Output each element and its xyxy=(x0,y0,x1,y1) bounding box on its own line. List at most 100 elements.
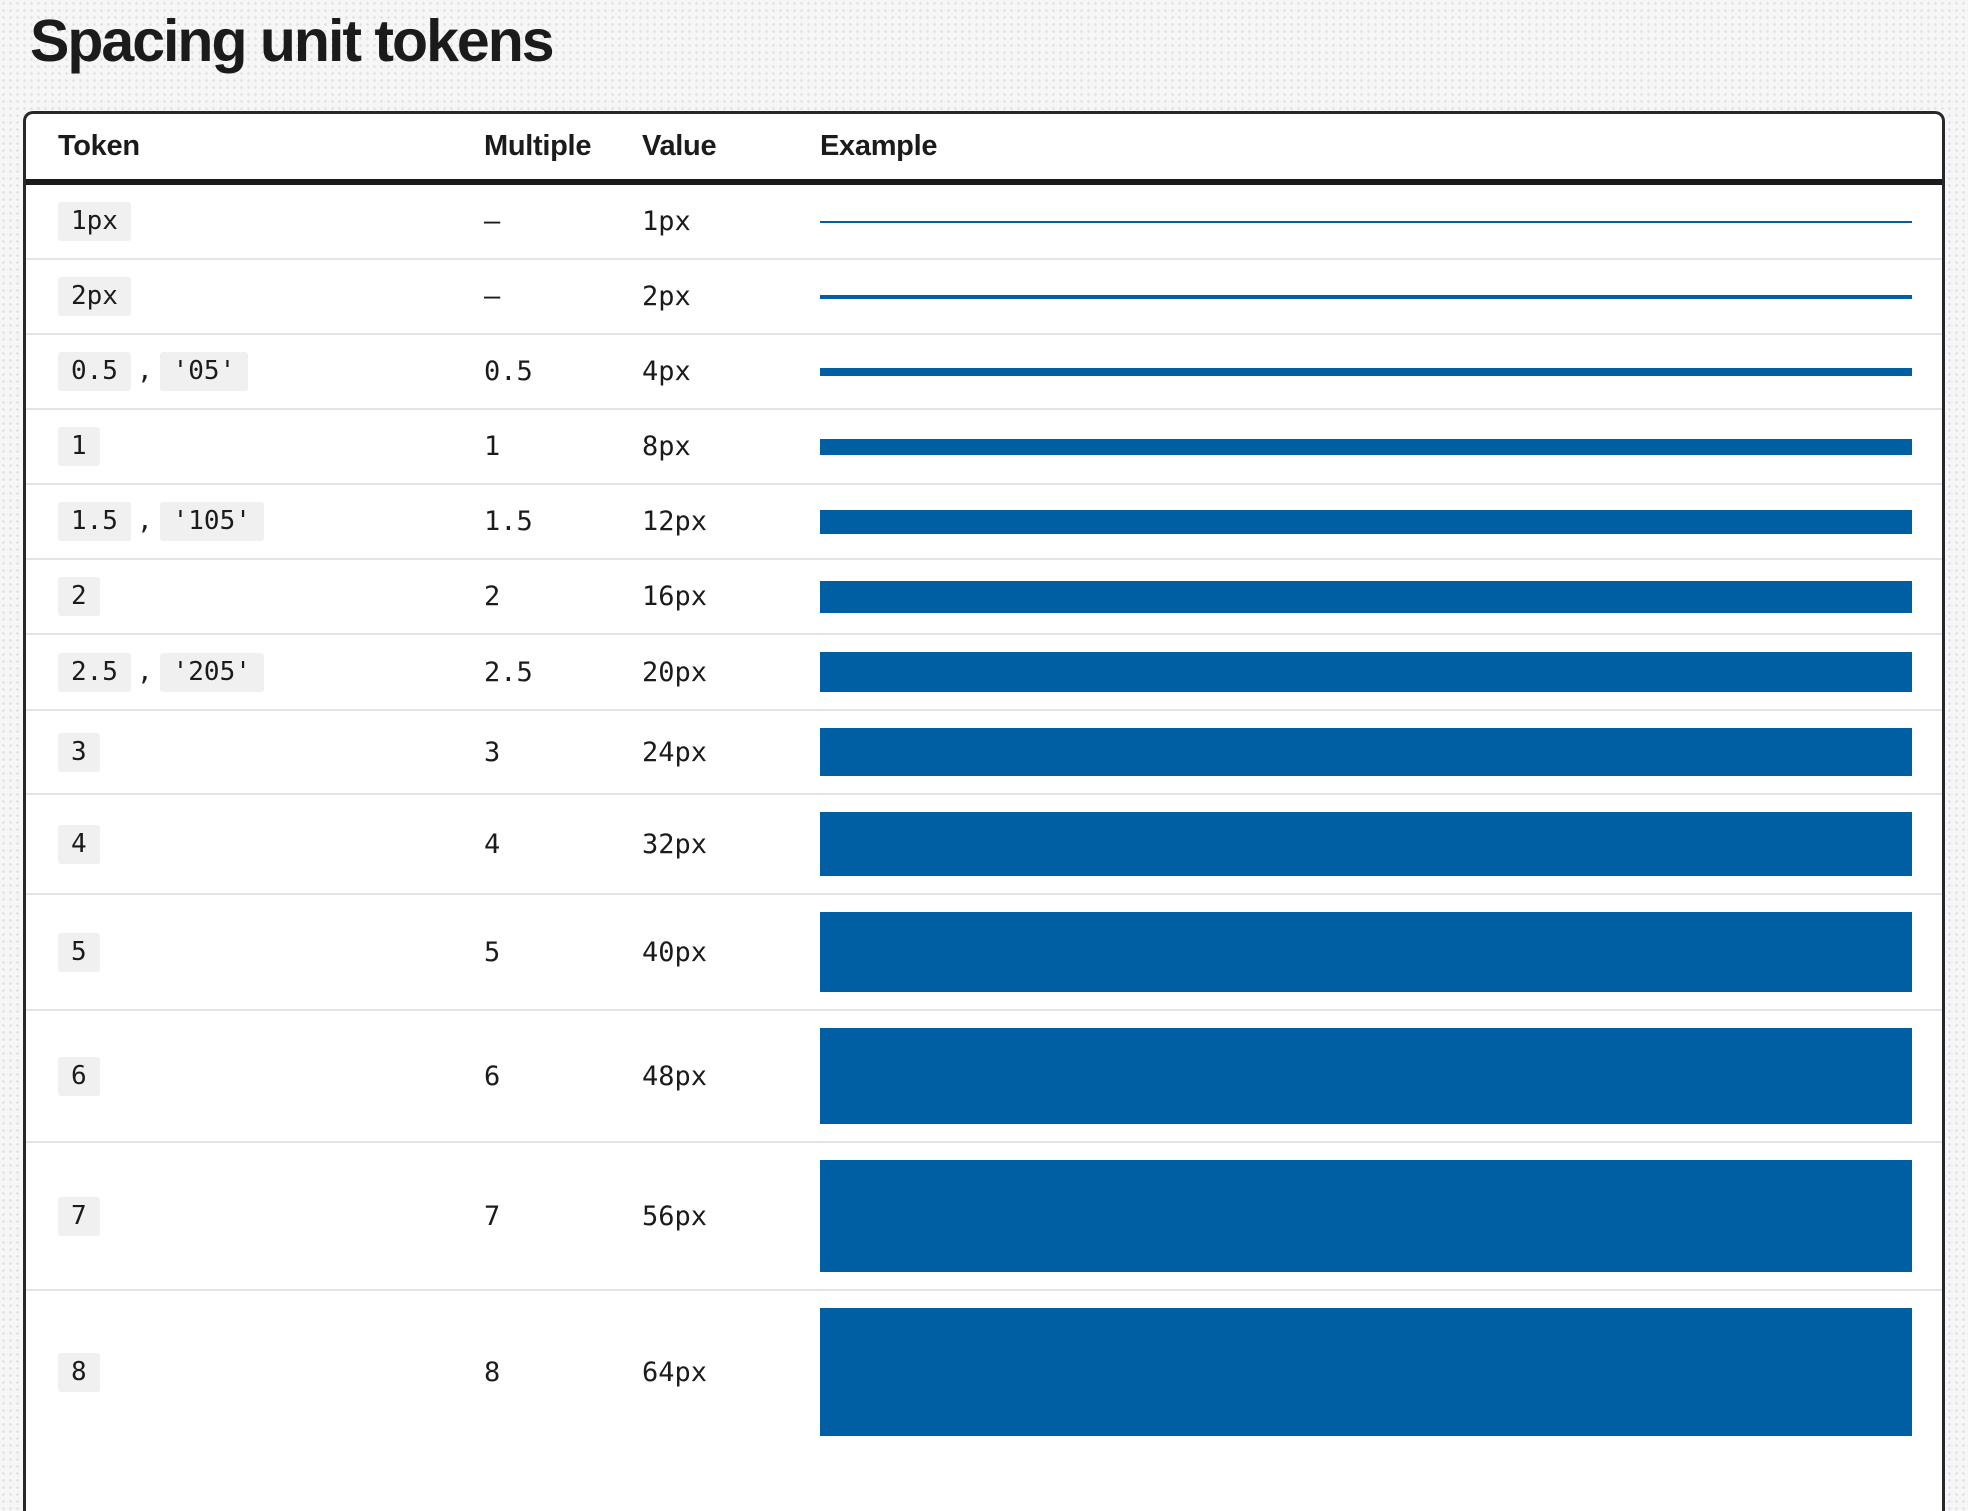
token-chip: 1.5 xyxy=(58,502,131,541)
value-cell: 32px xyxy=(642,793,820,894)
token-chip: '105' xyxy=(159,502,264,541)
token-cell: 8 xyxy=(26,1289,484,1453)
table-row: 3 3 24px xyxy=(26,709,1942,794)
token-cell: 4 xyxy=(26,793,484,894)
column-header-token: Token xyxy=(26,114,484,185)
value-cell: 40px xyxy=(642,893,820,1010)
example-cell xyxy=(820,483,1942,559)
token-separator: , xyxy=(136,506,153,536)
table-row: 1 1 8px xyxy=(26,408,1942,484)
value-cell: 8px xyxy=(642,408,820,484)
token-chip: 6 xyxy=(58,1056,100,1096)
value-cell: 1px xyxy=(642,206,691,237)
example-cell xyxy=(820,408,1942,484)
multiple-cell: 3 xyxy=(484,709,642,794)
multiple-cell: 8 xyxy=(484,1289,642,1453)
multiple-cell: 5 xyxy=(484,893,642,1010)
example-cell xyxy=(820,1009,1942,1142)
token-separator: , xyxy=(136,356,153,386)
token-cell: 1px xyxy=(26,182,484,259)
table-body: 1px –1px 2px –2px 0.5, '05' 0.5 4px 1 1 8px 1.5, '10… xyxy=(26,182,1942,1453)
example-spacing-bar xyxy=(820,220,1912,223)
multiple-cell: – xyxy=(484,206,501,237)
example-spacing-bar xyxy=(820,652,1912,692)
value-cell: 56px xyxy=(642,1141,820,1290)
table-row: 4 4 32px xyxy=(26,793,1942,894)
multiple-cell: 4 xyxy=(484,793,642,894)
example-spacing-bar xyxy=(820,367,1912,376)
example-spacing-bar xyxy=(820,728,1912,776)
example-cell xyxy=(820,558,1942,634)
tokens-table-card: Token Multiple Value Example 1px –1px 2px –… xyxy=(23,111,1945,1511)
example-cell xyxy=(820,793,1942,894)
value-cell: 2px xyxy=(642,258,820,334)
token-cell: 1.5, '105' xyxy=(26,483,484,559)
table-row: 1.5, '105' 1.5 12px xyxy=(26,483,1942,559)
multiple-cell: 1.5 xyxy=(484,483,642,559)
table-row: 6 6 48px xyxy=(26,1009,1942,1142)
token-cell: 0.5, '05' xyxy=(26,333,484,409)
table-row: 2px –2px xyxy=(26,258,1942,334)
table-row: 2.5, '205' 2.5 20px xyxy=(26,633,1942,710)
token-chip: 2px xyxy=(58,277,131,316)
spacing-tokens-table: Token Multiple Value Example 1px –1px 2px –… xyxy=(26,114,1942,1453)
multiple-cell: 2 xyxy=(484,558,642,634)
table-row: 0.5, '05' 0.5 4px xyxy=(26,333,1942,409)
example-spacing-bar xyxy=(820,1308,1912,1436)
token-cell: 7 xyxy=(26,1141,484,1290)
token-chip: 7 xyxy=(58,1196,100,1236)
token-separator: , xyxy=(136,656,153,687)
example-spacing-bar xyxy=(820,294,1912,299)
example-cell xyxy=(820,1141,1942,1290)
example-cell xyxy=(820,258,1942,334)
column-header-example: Example xyxy=(820,114,1942,185)
example-cell xyxy=(820,182,1942,259)
value-cell: 24px xyxy=(642,709,820,794)
multiple-cell: 1 xyxy=(484,408,642,484)
example-cell xyxy=(820,709,1942,794)
table-header-row: Token Multiple Value Example xyxy=(26,114,1942,185)
token-cell: 3 xyxy=(26,709,484,794)
multiple-cell: – xyxy=(484,258,642,334)
table-row: 7 7 56px xyxy=(26,1141,1942,1290)
example-spacing-bar xyxy=(820,438,1912,455)
table-row: 5 5 40px xyxy=(26,893,1942,1010)
example-cell xyxy=(820,633,1942,710)
token-chip: 1 xyxy=(58,427,100,466)
token-chip: 2.5 xyxy=(58,652,131,692)
example-spacing-bar xyxy=(820,912,1912,992)
page-title: Spacing unit tokens xyxy=(30,8,555,74)
value-cell: 64px xyxy=(642,1289,820,1453)
example-spacing-bar xyxy=(820,509,1912,534)
token-chip: 0.5 xyxy=(58,352,131,391)
token-chip: 1px xyxy=(58,202,131,241)
example-spacing-bar xyxy=(820,812,1912,876)
example-cell xyxy=(820,333,1942,409)
token-cell: 1 xyxy=(26,408,484,484)
example-spacing-bar xyxy=(820,580,1912,613)
value-cell: 48px xyxy=(642,1009,820,1142)
table-row: 1px – 1px xyxy=(26,182,1942,259)
token-cell: 2.5, '205' xyxy=(26,633,484,710)
token-chip: 3 xyxy=(58,732,100,772)
value-cell: 12px xyxy=(642,483,820,559)
multiple-cell: 6 xyxy=(484,1009,642,1142)
multiple-cell: 7 xyxy=(484,1141,642,1290)
multiple-cell: 0.5 xyxy=(484,333,642,409)
column-header-value: Value xyxy=(642,114,820,185)
example-spacing-bar xyxy=(820,1028,1912,1124)
token-cell: 5 xyxy=(26,893,484,1010)
table-row: 8 8 64px xyxy=(26,1289,1942,1453)
multiple-cell: 2.5 xyxy=(484,633,642,710)
token-chip: '05' xyxy=(159,352,249,391)
token-cell: 2px xyxy=(26,258,484,334)
token-cell: 6 xyxy=(26,1009,484,1142)
value-cell: 20px xyxy=(642,633,820,710)
token-chip: 8 xyxy=(58,1352,100,1392)
example-spacing-bar xyxy=(820,1160,1912,1272)
example-cell xyxy=(820,893,1942,1010)
token-chip: 4 xyxy=(58,824,100,864)
value-cell: 16px xyxy=(642,558,820,634)
table-row: 2 2 16px xyxy=(26,558,1942,634)
